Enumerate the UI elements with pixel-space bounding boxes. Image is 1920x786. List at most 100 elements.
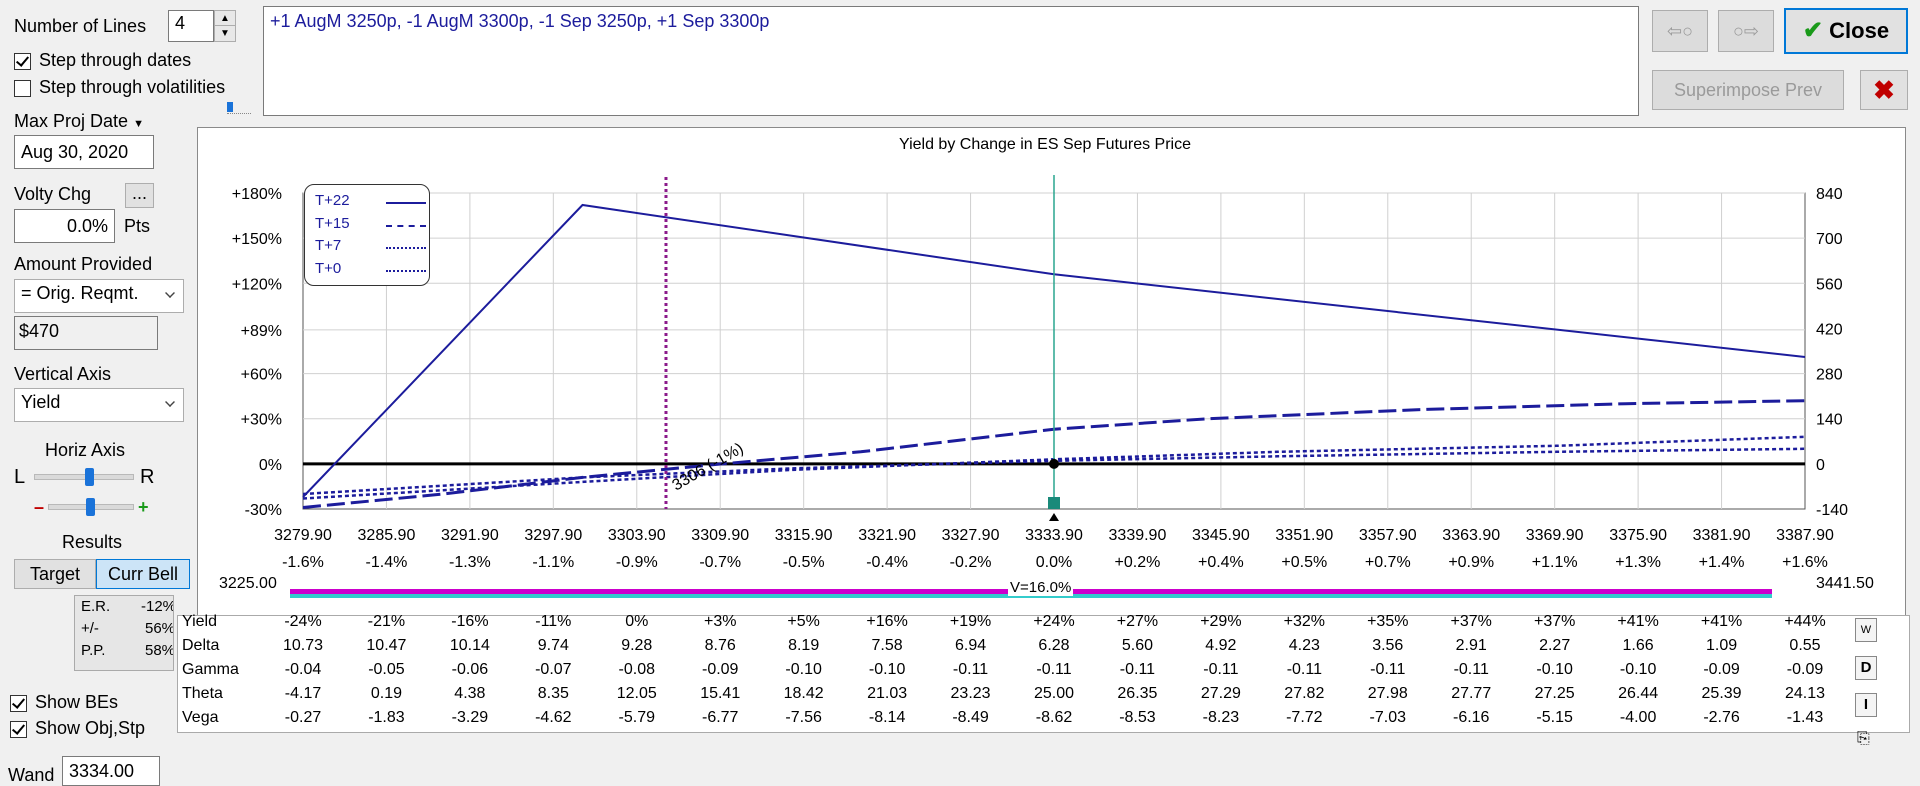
y-left-tick-label: +180% bbox=[232, 186, 282, 203]
step-vols-label: Step through volatilities bbox=[39, 77, 226, 97]
step-dates-checkbox[interactable] bbox=[14, 52, 31, 70]
max-proj-label[interactable]: Max Proj Date ▼ bbox=[14, 111, 144, 132]
vaxis-select[interactable]: Yield bbox=[14, 388, 184, 422]
max-proj-input[interactable]: Aug 30, 2020 bbox=[14, 135, 154, 169]
amount-select[interactable]: = Orig. Reqmt. bbox=[14, 279, 184, 313]
zoom-slider-thumb[interactable] bbox=[86, 498, 95, 516]
target-button[interactable]: Target bbox=[14, 559, 96, 589]
x-tick-label: 3381.90 bbox=[1693, 527, 1751, 544]
haxis-slider[interactable] bbox=[34, 474, 134, 480]
y-left-tick-label: +30% bbox=[241, 412, 282, 429]
results-label: Results bbox=[62, 532, 123, 552]
num-lines-label: Number of Lines bbox=[14, 16, 147, 36]
y-left-tick-label: +120% bbox=[232, 276, 282, 293]
greek-cell: 12.05 bbox=[616, 685, 657, 702]
zoom-plus[interactable]: + bbox=[138, 497, 149, 517]
greek-cell: -7.03 bbox=[1369, 709, 1406, 726]
wand-input[interactable]: 3334.00 bbox=[62, 756, 160, 786]
greek-cell: -1.43 bbox=[1786, 709, 1824, 726]
volty-more-button[interactable]: ... bbox=[125, 183, 154, 208]
haxis-slider-thumb[interactable] bbox=[85, 468, 94, 486]
greek-cell: 4.23 bbox=[1288, 637, 1320, 654]
greek-cell: -4.17 bbox=[284, 685, 322, 702]
pp-value: 58% bbox=[145, 642, 174, 659]
x-pct-tick-label: -0.9% bbox=[616, 554, 658, 571]
x-pct-tick-label: 0.0% bbox=[1036, 554, 1072, 571]
spin-down-icon[interactable]: ▼ bbox=[220, 28, 230, 39]
y-right-tick-label: 0 bbox=[1816, 457, 1825, 474]
legend-swatch bbox=[386, 247, 426, 249]
greek-cell: +5% bbox=[787, 613, 820, 630]
vol-step-slider[interactable] bbox=[227, 102, 251, 116]
greek-cell: -11% bbox=[535, 613, 572, 630]
show-bes-row[interactable]: Show BEs bbox=[10, 692, 118, 713]
y-right-tick-label: 280 bbox=[1816, 367, 1843, 384]
series-line-tplus22 bbox=[302, 203, 1806, 498]
spin-up-icon[interactable]: ▲ bbox=[215, 11, 235, 26]
greek-cell: -0.11 bbox=[1453, 661, 1489, 678]
greek-cell: 24.13 bbox=[1784, 685, 1826, 702]
show-obj-row[interactable]: Show Obj,Stp bbox=[10, 718, 145, 739]
er-label: E.R. bbox=[81, 598, 111, 615]
greek-cell: -8.53 bbox=[1119, 709, 1156, 726]
greek-cell: +44% bbox=[1784, 613, 1826, 630]
legend-swatch bbox=[386, 269, 426, 272]
greek-cell: 4.92 bbox=[1205, 637, 1237, 654]
x-tick-label: 3369.90 bbox=[1526, 527, 1584, 544]
vaxis-label: Vertical Axis bbox=[14, 364, 112, 384]
position-text[interactable]: +1 AugM 3250p, -1 AugM 3300p, -1 Sep 325… bbox=[263, 6, 1639, 116]
greek-cell: 6.28 bbox=[1038, 637, 1070, 654]
close-button[interactable]: ✔ Close bbox=[1784, 8, 1908, 54]
forward-button[interactable]: ○⇨ bbox=[1718, 10, 1774, 52]
show-bes-checkbox[interactable] bbox=[10, 694, 27, 712]
greek-cell: 18.42 bbox=[783, 685, 824, 702]
i-icon: I bbox=[1863, 696, 1869, 713]
num-lines-input[interactable]: 4 bbox=[168, 10, 214, 42]
greek-cell: 1.09 bbox=[1705, 637, 1738, 654]
greek-cell: 0% bbox=[625, 613, 649, 630]
x-pct-tick-label: +1.3% bbox=[1615, 554, 1661, 571]
show-obj-checkbox[interactable] bbox=[10, 720, 27, 738]
greek-cell: -16% bbox=[451, 613, 489, 630]
greek-cell: 3.56 bbox=[1372, 637, 1404, 654]
curr-bell-button[interactable]: Curr Bell bbox=[96, 559, 190, 589]
x-tick-label: 3327.90 bbox=[942, 527, 1000, 544]
step-vols-row[interactable]: Step through volatilities bbox=[14, 77, 225, 98]
pm-label: +/- bbox=[81, 620, 99, 637]
greek-cell: -0.07 bbox=[535, 661, 572, 678]
greek-cell: +35% bbox=[1367, 613, 1409, 630]
volty-input[interactable]: 0.0% bbox=[14, 209, 115, 243]
x-tick-label: 3321.90 bbox=[858, 527, 916, 544]
current-price-dot bbox=[1049, 458, 1059, 469]
greek-cell: 0.19 bbox=[370, 685, 402, 702]
greek-cell: -8.23 bbox=[1202, 709, 1240, 726]
side-d-button[interactable]: D bbox=[1855, 656, 1877, 680]
greek-cell: -6.77 bbox=[701, 709, 739, 726]
x-tick-label: 3339.90 bbox=[1109, 527, 1167, 544]
back-button[interactable]: ⇦○ bbox=[1652, 10, 1708, 52]
step-dates-row[interactable]: Step through dates bbox=[14, 50, 191, 71]
x-pct-tick-label: -0.5% bbox=[783, 554, 825, 571]
zoom-minus[interactable]: – bbox=[34, 497, 45, 517]
pm-value: 56% bbox=[145, 620, 174, 637]
side-i-button[interactable]: I bbox=[1855, 693, 1877, 717]
greek-cell: +41% bbox=[1700, 613, 1743, 630]
x-pct-tick-label: -0.4% bbox=[866, 554, 908, 571]
greek-cell: 0.55 bbox=[1789, 637, 1821, 654]
step-vols-checkbox[interactable] bbox=[14, 79, 31, 97]
export-icon[interactable]: ⎘ bbox=[1857, 730, 1870, 747]
x-pct-tick-label: +0.7% bbox=[1365, 554, 1411, 571]
superimpose-button[interactable]: Superimpose Prev bbox=[1652, 70, 1844, 110]
greek-cell: 26.44 bbox=[1618, 685, 1659, 702]
cancel-x-button[interactable]: ✖ bbox=[1860, 70, 1908, 110]
greek-cell: -0.11 bbox=[1036, 661, 1072, 678]
current-price-marker bbox=[1048, 497, 1060, 509]
x-tick-label: 3303.90 bbox=[608, 527, 666, 544]
greek-cell: -2.76 bbox=[1703, 709, 1740, 726]
greek-cell: -0.11 bbox=[1286, 661, 1322, 678]
x-tick-label: 3315.90 bbox=[775, 527, 833, 544]
side-w-button[interactable]: W bbox=[1855, 618, 1877, 642]
y-right-tick-label: 700 bbox=[1816, 231, 1843, 248]
y-left-tick-label: +60% bbox=[241, 367, 282, 384]
num-lines-spinner[interactable]: ▲ ▼ bbox=[214, 10, 236, 42]
